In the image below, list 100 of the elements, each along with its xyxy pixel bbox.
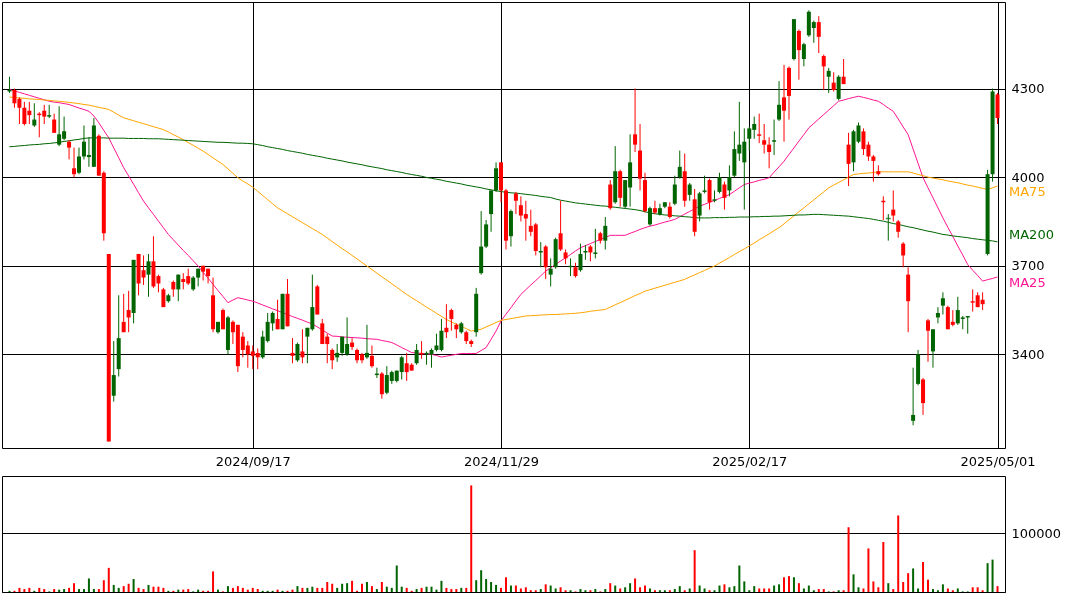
- bar: [341, 583, 344, 592]
- candlestick: [489, 189, 494, 233]
- bar: [773, 585, 776, 592]
- candlestick: [449, 308, 454, 332]
- bar: [822, 589, 825, 592]
- bar: [787, 576, 790, 592]
- bar: [897, 515, 900, 592]
- candlestick: [126, 290, 131, 333]
- candlestick: [777, 80, 782, 122]
- candlestick: [176, 274, 181, 302]
- bar: [316, 587, 319, 592]
- candlestick: [677, 150, 682, 180]
- y-tick-label: 3700: [1011, 258, 1045, 274]
- x-tick-label: 2025/05/01: [960, 453, 1036, 469]
- bar: [38, 587, 41, 592]
- bar: [703, 588, 706, 592]
- bar: [544, 584, 547, 592]
- candlestick: [801, 42, 806, 67]
- bar: [604, 589, 607, 592]
- bar: [857, 587, 860, 592]
- bar: [415, 589, 418, 592]
- bar: [549, 585, 552, 592]
- candlestick: [816, 15, 821, 54]
- candlestick: [121, 293, 126, 333]
- y-tick-label: 4300: [1011, 81, 1045, 97]
- candlestick: [717, 172, 722, 194]
- bar: [107, 567, 110, 592]
- candlestick: [399, 355, 404, 380]
- candlestick: [846, 132, 851, 187]
- bar: [991, 559, 994, 592]
- bar: [53, 589, 56, 592]
- bar: [792, 577, 795, 592]
- candlestick: [111, 340, 116, 403]
- candlestick: [275, 299, 280, 330]
- candlestick: [836, 74, 841, 101]
- bar: [877, 587, 880, 592]
- bar: [68, 587, 71, 592]
- candlestick: [379, 371, 384, 400]
- bar: [644, 585, 646, 592]
- bar: [236, 586, 239, 592]
- bar: [673, 589, 676, 592]
- candlestick: [891, 189, 896, 222]
- bar: [132, 579, 135, 592]
- bar: [331, 583, 334, 592]
- candlestick: [295, 342, 300, 363]
- candlestick: [633, 88, 638, 153]
- series-label: MA75: [1009, 184, 1046, 200]
- bar: [375, 589, 378, 592]
- bar: [306, 587, 309, 592]
- candlestick: [921, 377, 926, 416]
- bar: [922, 561, 925, 592]
- bar: [385, 586, 388, 592]
- bar: [102, 580, 105, 592]
- bar: [539, 589, 542, 592]
- y-tick-label: 3400: [1011, 346, 1045, 362]
- bar: [157, 586, 160, 592]
- bar: [817, 589, 820, 592]
- bar: [370, 586, 373, 592]
- bar: [693, 550, 696, 592]
- bar: [758, 588, 761, 592]
- bar: [336, 587, 339, 592]
- bar: [872, 581, 875, 592]
- bar: [986, 563, 989, 592]
- bar: [92, 589, 95, 592]
- bar: [882, 541, 885, 592]
- y-tick-label: 100000: [1011, 525, 1062, 541]
- bar: [738, 565, 741, 592]
- bar: [639, 587, 642, 592]
- bar: [624, 587, 627, 592]
- bar: [296, 586, 299, 592]
- candlestick: [901, 241, 906, 268]
- bar: [554, 588, 557, 592]
- bar: [142, 589, 145, 592]
- bar: [956, 588, 959, 592]
- candlestick: [494, 161, 499, 193]
- bar: [450, 589, 453, 592]
- bar: [301, 587, 304, 592]
- bar: [996, 586, 999, 592]
- bar: [723, 584, 726, 592]
- bar: [509, 585, 512, 592]
- bar: [514, 585, 517, 592]
- candlestick: [841, 58, 846, 85]
- bar: [28, 587, 31, 592]
- candlestick: [657, 203, 662, 217]
- bar: [18, 587, 21, 592]
- candlestick: [22, 101, 27, 126]
- bar: [485, 579, 488, 592]
- bar: [678, 586, 681, 592]
- bar: [455, 589, 458, 592]
- bar: [445, 587, 448, 592]
- bar: [97, 589, 100, 592]
- bar: [147, 584, 150, 592]
- bar: [524, 587, 527, 592]
- candlestick: [414, 343, 419, 366]
- candlestick: [747, 126, 752, 152]
- bar: [634, 578, 637, 592]
- bar: [231, 587, 234, 592]
- bar: [440, 580, 443, 592]
- bar: [648, 588, 651, 592]
- candlestick: [861, 127, 866, 156]
